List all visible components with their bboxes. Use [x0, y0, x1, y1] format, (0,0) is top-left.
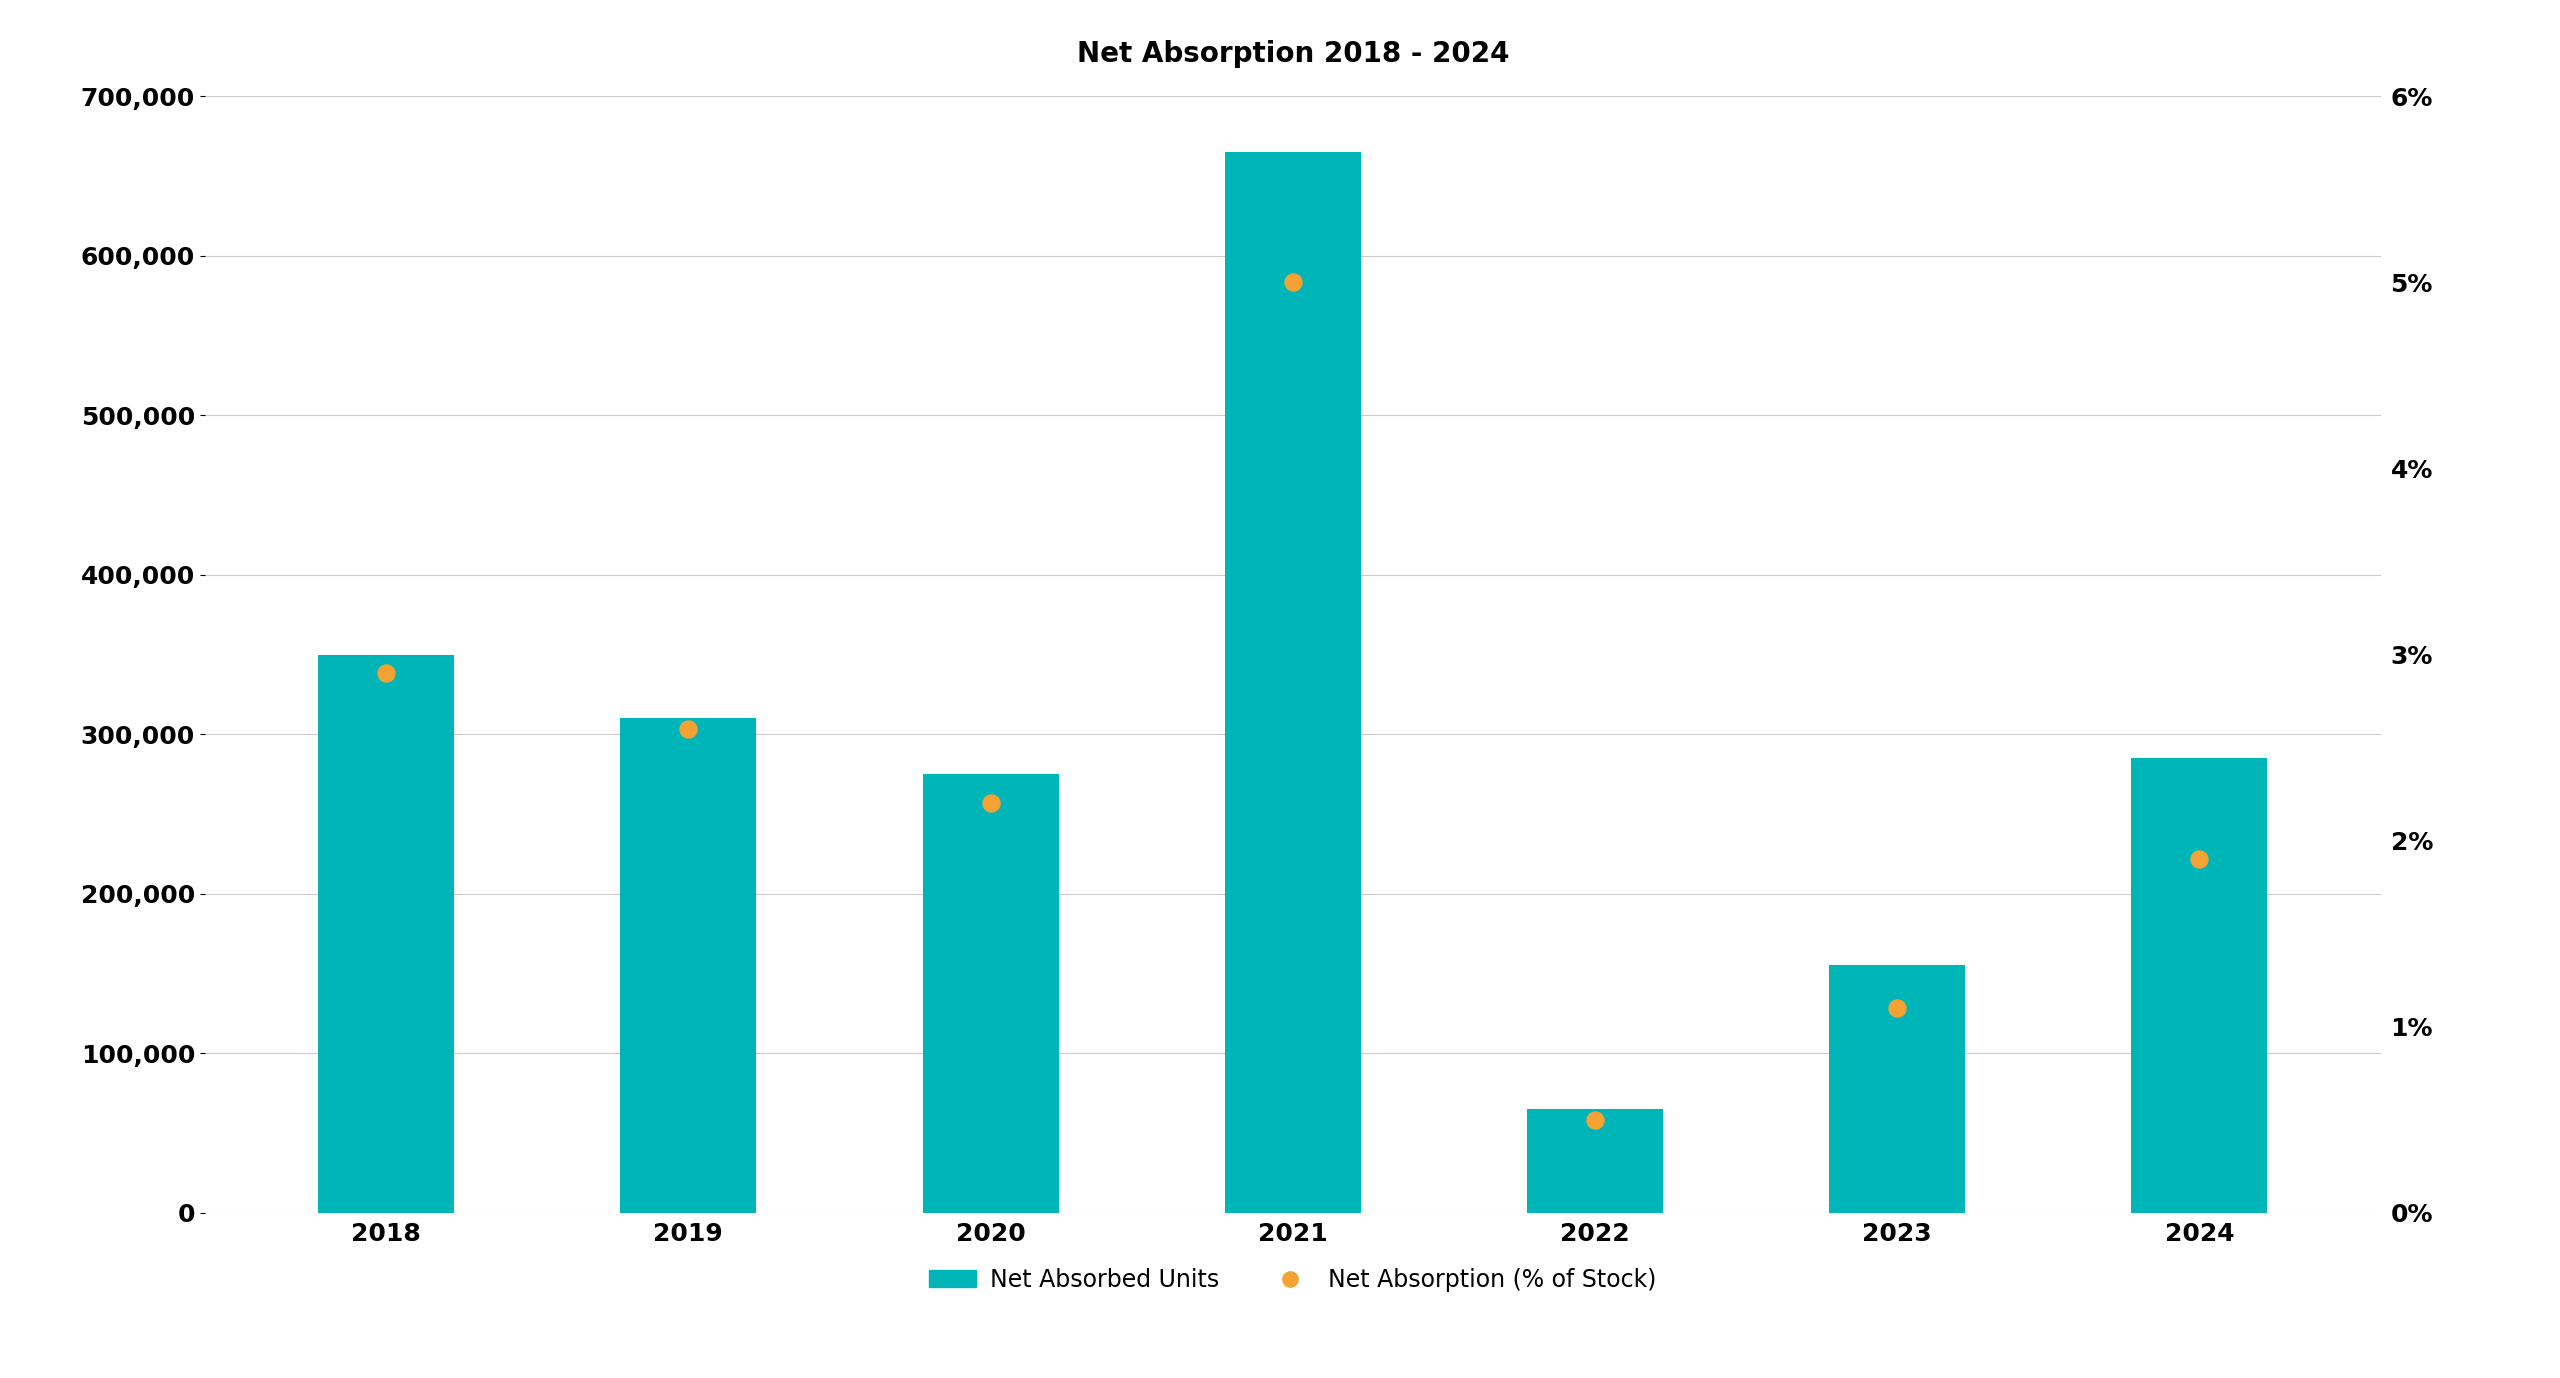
Legend: Net Absorbed Units, Net Absorption (% of Stock): Net Absorbed Units, Net Absorption (% of…	[919, 1258, 1667, 1301]
Point	[2179, 847, 2220, 871]
Bar	[1526, 1109, 1664, 1213]
Bar	[317, 655, 453, 1213]
Point	[366, 661, 407, 683]
Point	[1272, 271, 1313, 294]
Bar	[2132, 758, 2268, 1213]
Point	[668, 718, 709, 740]
Point	[1574, 1108, 1615, 1130]
Bar	[922, 774, 1060, 1213]
Point	[970, 792, 1011, 814]
Bar	[620, 718, 755, 1213]
Bar	[1830, 966, 1966, 1213]
Point	[1876, 998, 1917, 1020]
Title: Net Absorption 2018 - 2024: Net Absorption 2018 - 2024	[1078, 40, 1508, 68]
Bar	[1224, 153, 1362, 1213]
